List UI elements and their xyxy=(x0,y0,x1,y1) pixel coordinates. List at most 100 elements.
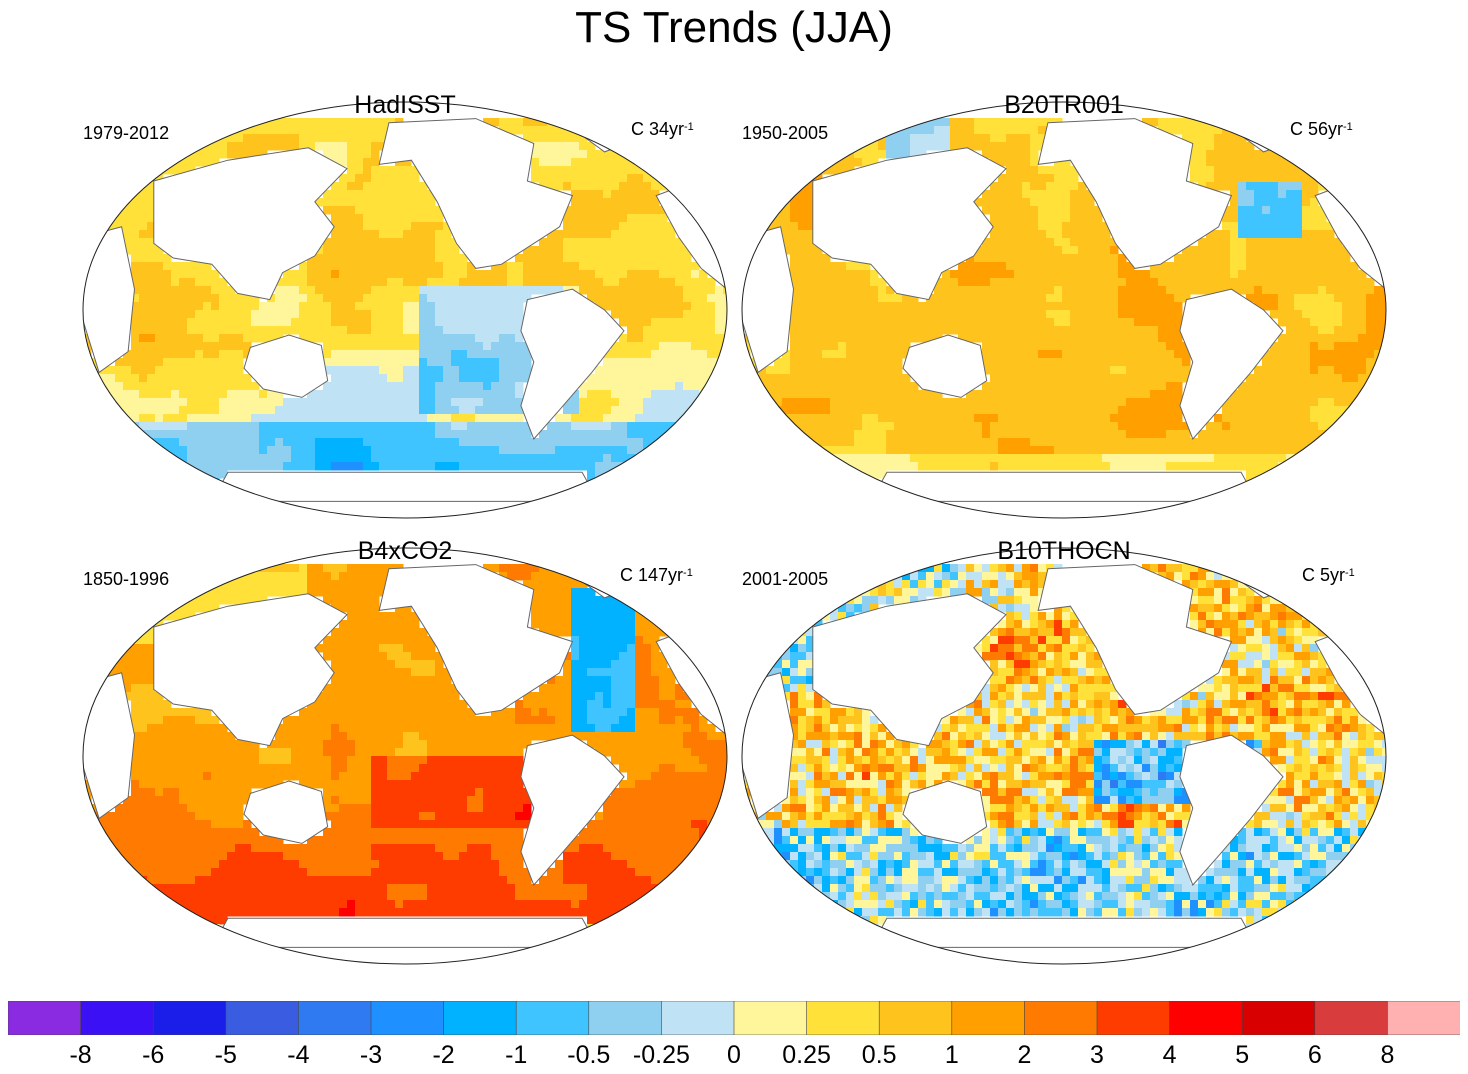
sst-cell xyxy=(411,430,420,439)
sst-cell xyxy=(387,676,396,685)
sst-cell xyxy=(1078,318,1087,327)
sst-cell xyxy=(131,414,140,423)
sst-cell xyxy=(643,406,652,415)
sst-cell xyxy=(1254,262,1263,271)
sst-cell xyxy=(227,374,236,383)
sst-cell xyxy=(299,262,308,271)
sst-cell xyxy=(363,238,372,247)
sst-cell xyxy=(259,302,268,311)
sst-cell xyxy=(579,652,588,661)
sst-cell xyxy=(459,350,468,359)
sst-cell xyxy=(571,142,580,151)
sst-cell xyxy=(147,406,156,415)
sst-cell xyxy=(974,318,983,327)
sst-cell xyxy=(395,214,404,223)
sst-cell xyxy=(862,430,871,439)
sst-cell xyxy=(219,142,228,151)
sst-cell xyxy=(870,358,879,367)
sst-cell xyxy=(451,326,460,335)
sst-cell xyxy=(331,190,340,199)
sst-cell xyxy=(403,676,412,685)
sst-cell xyxy=(563,230,572,239)
sst-cell xyxy=(523,358,532,367)
sst-cell xyxy=(1046,422,1055,431)
sst-cell xyxy=(707,334,716,343)
sst-cell xyxy=(275,118,284,127)
sst-cell xyxy=(179,302,188,311)
sst-cell xyxy=(683,366,692,375)
sst-cell xyxy=(387,414,396,423)
sst-cell xyxy=(1302,278,1311,287)
sst-cell xyxy=(1134,430,1143,439)
sst-cell xyxy=(1134,438,1143,447)
sst-cell xyxy=(219,350,228,359)
sst-cell xyxy=(675,278,684,287)
sst-cell xyxy=(619,166,628,175)
sst-cell xyxy=(475,278,484,287)
sst-cell xyxy=(1222,230,1231,239)
sst-cell xyxy=(451,350,460,359)
sst-cell xyxy=(1102,310,1111,319)
sst-cell xyxy=(870,422,879,431)
sst-cell xyxy=(1278,262,1287,271)
sst-cell xyxy=(1030,430,1039,439)
sst-cell xyxy=(211,604,220,613)
sst-cell xyxy=(451,286,460,295)
sst-cell xyxy=(379,230,388,239)
sst-cell xyxy=(515,310,524,319)
sst-cell xyxy=(1086,390,1095,399)
sst-cell xyxy=(363,286,372,295)
sst-cell xyxy=(723,318,727,327)
sst-cell xyxy=(395,660,404,669)
sst-cell xyxy=(363,406,372,415)
sst-cell xyxy=(1134,382,1143,391)
sst-cell xyxy=(862,262,871,271)
sst-cell xyxy=(347,374,356,383)
sst-cell xyxy=(902,310,911,319)
sst-cell xyxy=(798,406,807,415)
sst-cell xyxy=(395,238,404,247)
sst-cell xyxy=(1278,446,1287,455)
sst-cell xyxy=(1150,286,1159,295)
sst-cell xyxy=(667,668,676,677)
sst-cell xyxy=(1318,382,1327,391)
sst-cell xyxy=(1174,302,1183,311)
sst-cell xyxy=(1158,406,1167,415)
sst-cell xyxy=(171,166,180,175)
sst-cell xyxy=(555,262,564,271)
sst-cell xyxy=(315,580,324,589)
sst-cell xyxy=(179,270,188,279)
sst-cell xyxy=(251,382,260,391)
sst-cell xyxy=(1006,118,1015,127)
sst-cell xyxy=(643,628,652,637)
sst-cell xyxy=(667,246,676,255)
sst-cell xyxy=(243,438,252,447)
sst-cell xyxy=(227,414,236,423)
sst-cell xyxy=(555,174,564,183)
sst-cell xyxy=(699,294,708,303)
sst-cell xyxy=(355,580,364,589)
sst-cell xyxy=(571,612,580,621)
sst-cell xyxy=(187,422,196,431)
sst-cell xyxy=(1254,382,1263,391)
sst-cell xyxy=(435,350,444,359)
sst-cell xyxy=(443,318,452,327)
sst-cell xyxy=(507,334,516,343)
sst-cell xyxy=(379,438,388,447)
sst-cell xyxy=(870,342,879,351)
sst-cell xyxy=(886,342,895,351)
sst-cell xyxy=(163,310,172,319)
sst-cell xyxy=(411,230,420,239)
sst-cell xyxy=(611,166,620,175)
sst-cell xyxy=(347,414,356,423)
sst-cell xyxy=(571,422,580,431)
sst-cell xyxy=(603,390,612,399)
sst-cell xyxy=(427,318,436,327)
sst-cell xyxy=(179,350,188,359)
sst-cell xyxy=(1334,270,1343,279)
sst-cell xyxy=(603,470,612,479)
sst-cell xyxy=(563,398,572,407)
sst-cell xyxy=(467,398,476,407)
sst-cell xyxy=(467,446,476,455)
sst-cell xyxy=(1022,206,1031,215)
